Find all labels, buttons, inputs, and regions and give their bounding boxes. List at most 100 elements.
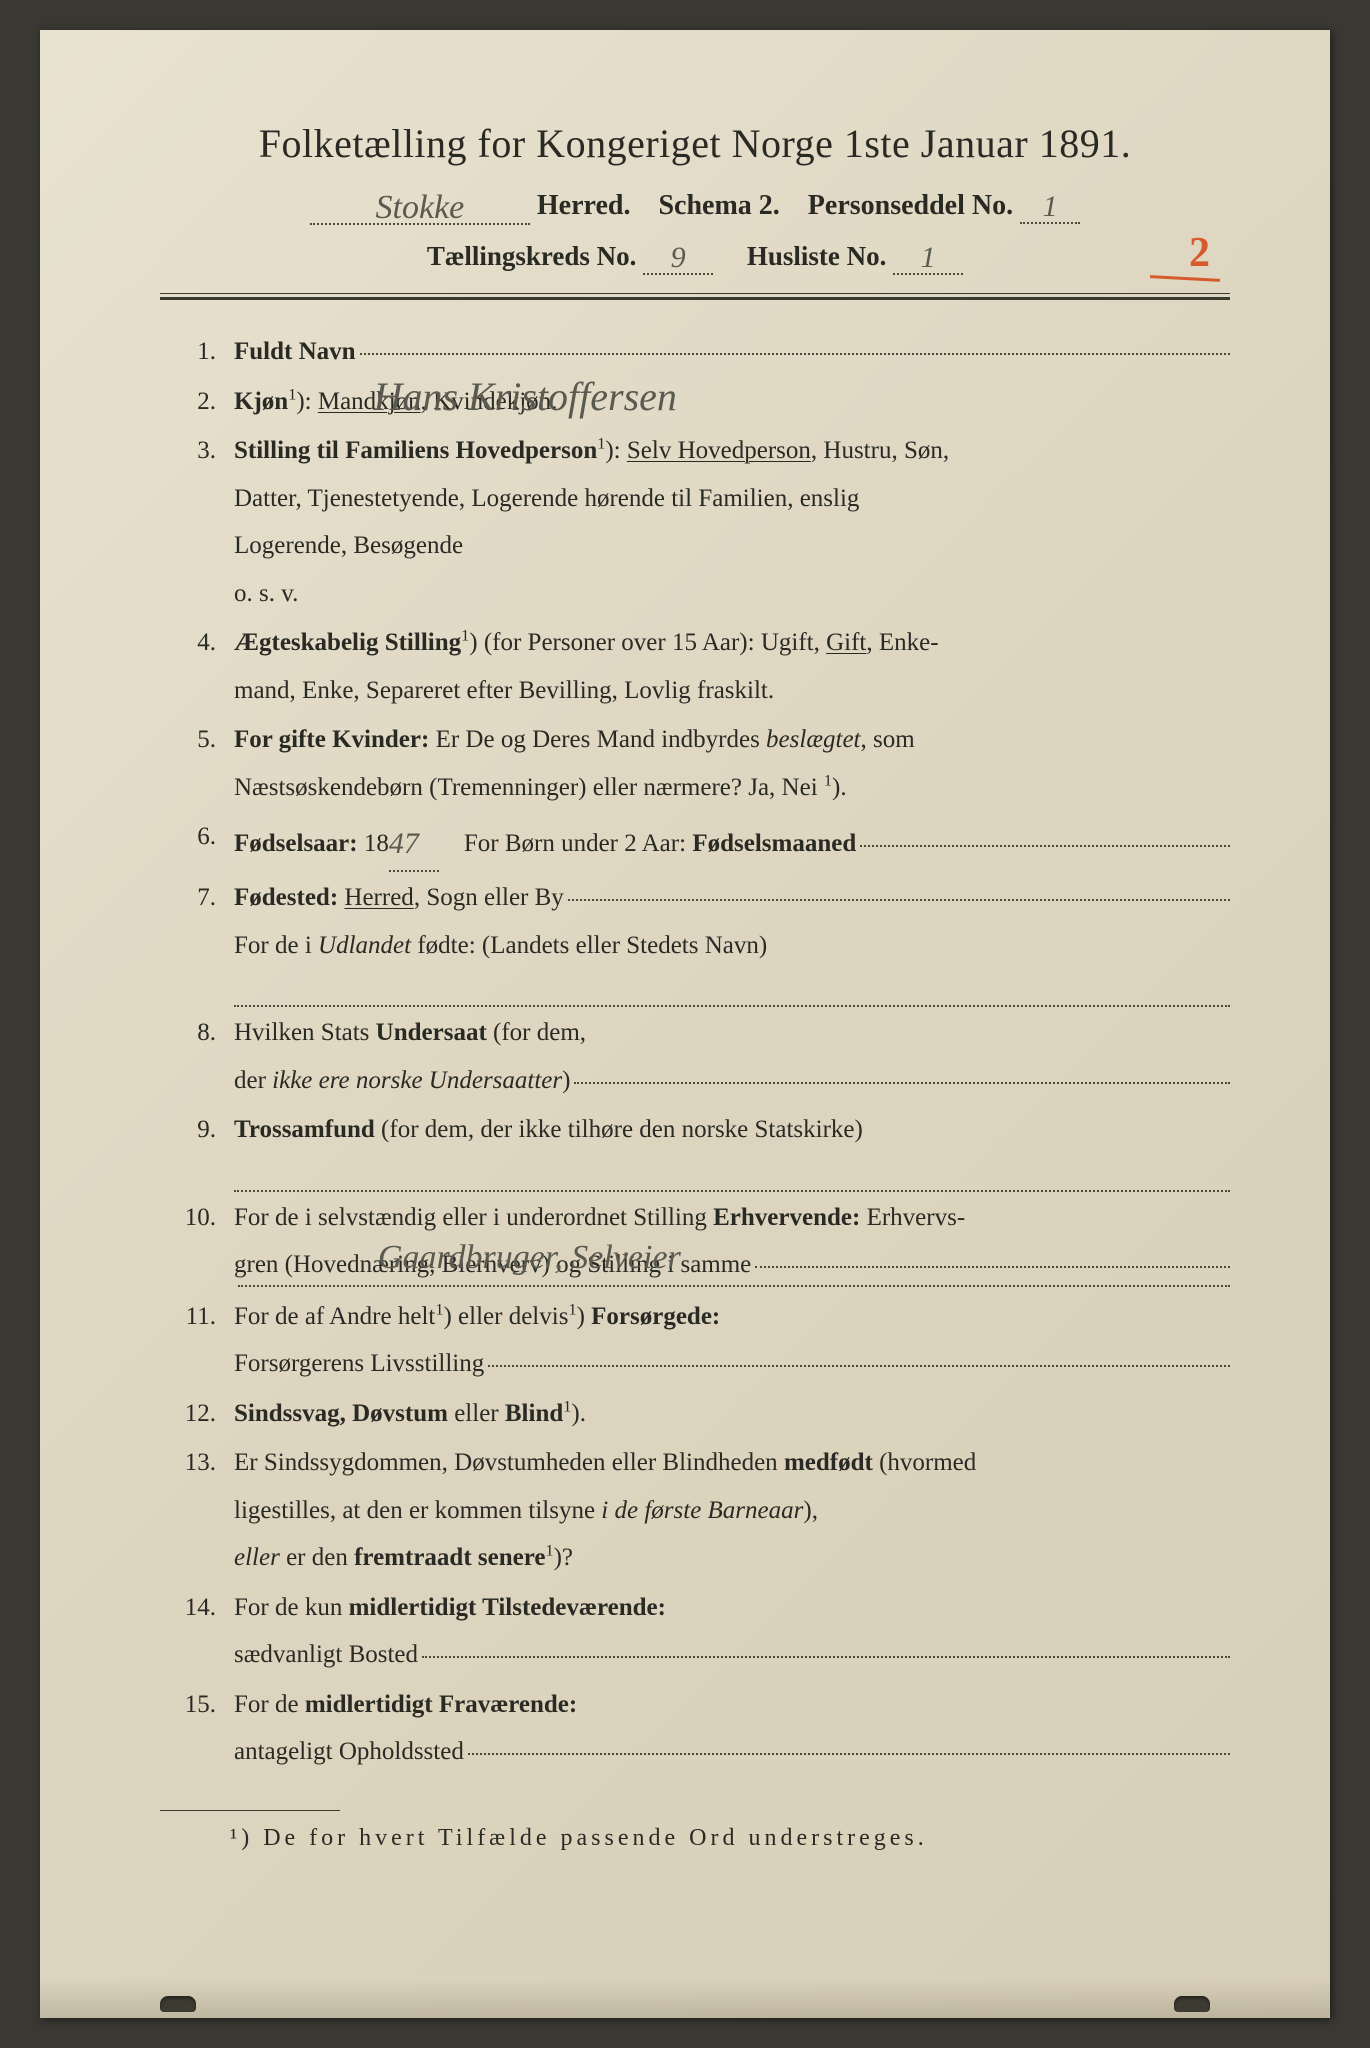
item-7: 7. Fødested: Herred, Sogn eller By For d… (160, 874, 1230, 1007)
red-annotation: 2 (1189, 229, 1210, 277)
item4-label: Ægteskabelig Stilling (234, 629, 461, 656)
item-6: 6. Fødselsaar: 1847 For Børn under 2 Aar… (160, 813, 1230, 872)
item13-l2italic: i de første Barneaar (601, 1497, 803, 1524)
taellingskreds-no: 9 (671, 241, 686, 275)
header-row-1: Stokke Herred. Schema 2. Personseddel No… (160, 185, 1230, 225)
item13-l2lead: ligestilles, at den er kommen tilsyne (234, 1497, 601, 1524)
item1-label: Fuldt Navn (234, 338, 356, 365)
item9-bold: Trossamfund (234, 1116, 375, 1143)
herred-handwritten: Stokke (376, 189, 465, 227)
item5-l1: Er De og Deres Mand indbyrdes (429, 726, 766, 753)
binding-hole-right (1174, 1996, 1210, 2012)
item13-l3rest: er den (280, 1544, 354, 1571)
herred-label: Herred. (537, 190, 631, 221)
item-13: 13. Er Sindssygdommen, Døvstumheden elle… (160, 1439, 1230, 1582)
item6-bold2: Fødselsmaaned (692, 830, 856, 857)
item4-l1: (for Personer over 15 Aar): Ugift, (478, 629, 827, 656)
footnote-rule (160, 1810, 340, 1811)
item14-l1bold: midlertidigt Tilstedeværende: (349, 1594, 666, 1621)
item13-l1bold: medfødt (784, 1449, 873, 1476)
footnote: ¹) De for hvert Tilfælde passende Ord un… (230, 1825, 1230, 1852)
footnote-marker: ¹) (230, 1825, 253, 1851)
census-title: Folketælling for Kongeriget Norge 1ste J… (160, 120, 1230, 167)
item-15: 15. For de midlertidigt Fraværende: anta… (160, 1681, 1230, 1776)
item5-l1rest: , som (860, 726, 914, 753)
item15-l2: antageligt Opholdssted (234, 1728, 464, 1776)
item11-l2: Forsørgerens Livsstilling (234, 1340, 484, 1388)
item3-underlined: Selv Hovedperson (627, 437, 811, 464)
item-2: 2. Kjøn1): Mandkjøn, Kvindekjøn. (160, 378, 1230, 426)
item3-l3: Logerende, Besøgende (234, 532, 463, 559)
item4-l2: mand, Enke, Separeret efter Bevilling, L… (234, 677, 774, 704)
item-12: 12. Sindssvag, Døvstum eller Blind1). (160, 1390, 1230, 1438)
rule-thin (160, 293, 1230, 294)
header-row-2: Tællingskreds No. 9 Husliste No. 1 2 (160, 239, 1230, 275)
item6-year-hw: 47 (389, 815, 419, 872)
item12-rest: eller (448, 1400, 505, 1427)
form-items: 1. Fuldt Navn Hans Kristoffersen 2. Kjøn… (160, 328, 1230, 1776)
husliste-label: Husliste No. (747, 241, 887, 271)
personseddel-no: 1 (1043, 190, 1058, 224)
husliste-no: 1 (921, 241, 936, 275)
item8-l1bold: Undersaat (376, 1019, 487, 1046)
item6-rest: For Børn under 2 Aar: (464, 830, 692, 857)
item-3: 3. Stilling til Familiens Hovedperson1):… (160, 427, 1230, 617)
rule-thick (160, 297, 1230, 300)
item2-label: Kjøn (234, 388, 288, 415)
item15-l1bold: midlertidigt Fraværende: (305, 1691, 577, 1718)
item5-label: For gifte Kvinder: (234, 726, 429, 753)
item-4: 4. Ægteskabelig Stilling1) (for Personer… (160, 619, 1230, 714)
item7-underlined: Herred (344, 884, 413, 911)
item-1: 1. Fuldt Navn Hans Kristoffersen (160, 328, 1230, 376)
item7-l1rest: , Sogn eller By (414, 884, 564, 911)
item-5: 5. For gifte Kvinder: Er De og Deres Man… (160, 716, 1230, 811)
item6-label: Fødselsaar: (234, 830, 358, 857)
item3-l2: Datter, Tjenestetyende, Logerende hørend… (234, 485, 859, 512)
item13-l2rest: ), (803, 1497, 818, 1524)
item3-label: Stilling til Familiens Hovedperson (234, 437, 597, 464)
item8-l1rest: (for dem, (487, 1019, 586, 1046)
personseddel-label: Personseddel No. (808, 190, 1013, 221)
page-background: Folketælling for Kongeriget Norge 1ste J… (0, 0, 1370, 2048)
item14-l2: sædvanligt Bosted (234, 1631, 418, 1679)
item7-l2italic: Udlandet (318, 932, 411, 959)
item8-l2lead: der (234, 1067, 272, 1094)
item12-bold2: Blind (505, 1400, 563, 1427)
item6-yearpre: 18 (358, 830, 389, 857)
item13-l3bold: fremtraadt senere (354, 1544, 545, 1571)
item5-l2: Næstsøskendebørn (Tremenninger) eller næ… (234, 774, 824, 801)
schema-label: Schema 2. (658, 190, 779, 221)
item11-l1mid: eller delvis (452, 1303, 569, 1330)
item-8: 8. Hvilken Stats Undersaat (for dem, der… (160, 1009, 1230, 1104)
item-11: 11. For de af Andre helt1) eller delvis1… (160, 1293, 1230, 1388)
item3-l1rest: , Hustru, Søn, (811, 437, 949, 464)
item7-l2lead: For de i (234, 932, 318, 959)
item11-l1lead: For de af Andre helt (234, 1303, 435, 1330)
taellingskreds-label: Tællingskreds No. (427, 241, 637, 271)
item-10: 10. For de i selvstændig eller i underor… (160, 1194, 1230, 1291)
document-paper: Folketælling for Kongeriget Norge 1ste J… (40, 30, 1330, 2018)
binding-hole-left (160, 1996, 196, 2012)
item4-gift: Gift (826, 629, 866, 656)
item10-l1bold: Erhvervende: (713, 1204, 860, 1231)
item4-l1rest: , Enke- (866, 629, 938, 656)
item8-l2italic: ikke ere norske Undersaatter (272, 1067, 562, 1094)
item7-label: Fødested: (234, 884, 338, 911)
item3-l4: o. s. v. (234, 580, 298, 607)
item13-l3italic: eller (234, 1544, 280, 1571)
item7-l2rest: fødte: (Landets eller Stedets Navn) (411, 932, 767, 959)
item14-l1lead: For de kun (234, 1594, 349, 1621)
item13-l1lead: Er Sindssygdommen, Døvstumheden eller Bl… (234, 1449, 784, 1476)
item-14: 14. For de kun midlertidigt Tilstedevære… (160, 1584, 1230, 1679)
item11-l1bold: Forsørgede: (585, 1303, 720, 1330)
item10-l1rest: Erhvervs- (860, 1204, 965, 1231)
item9-rest: (for dem, der ikke tilhøre den norske St… (375, 1116, 863, 1143)
item5-italic: beslægtet (766, 726, 860, 753)
item13-l1rest: (hvormed (873, 1449, 976, 1476)
item8-l1lead: Hvilken Stats (234, 1019, 376, 1046)
item-9: 9. Trossamfund (for dem, der ikke tilhør… (160, 1106, 1230, 1192)
item10-hw: Gaardbruger, Selveier (378, 1226, 681, 1291)
item7-blank-line (234, 975, 1230, 1007)
footnote-text: De for hvert Tilfælde passende Ord under… (253, 1825, 928, 1851)
item9-blank-line (234, 1160, 1230, 1192)
